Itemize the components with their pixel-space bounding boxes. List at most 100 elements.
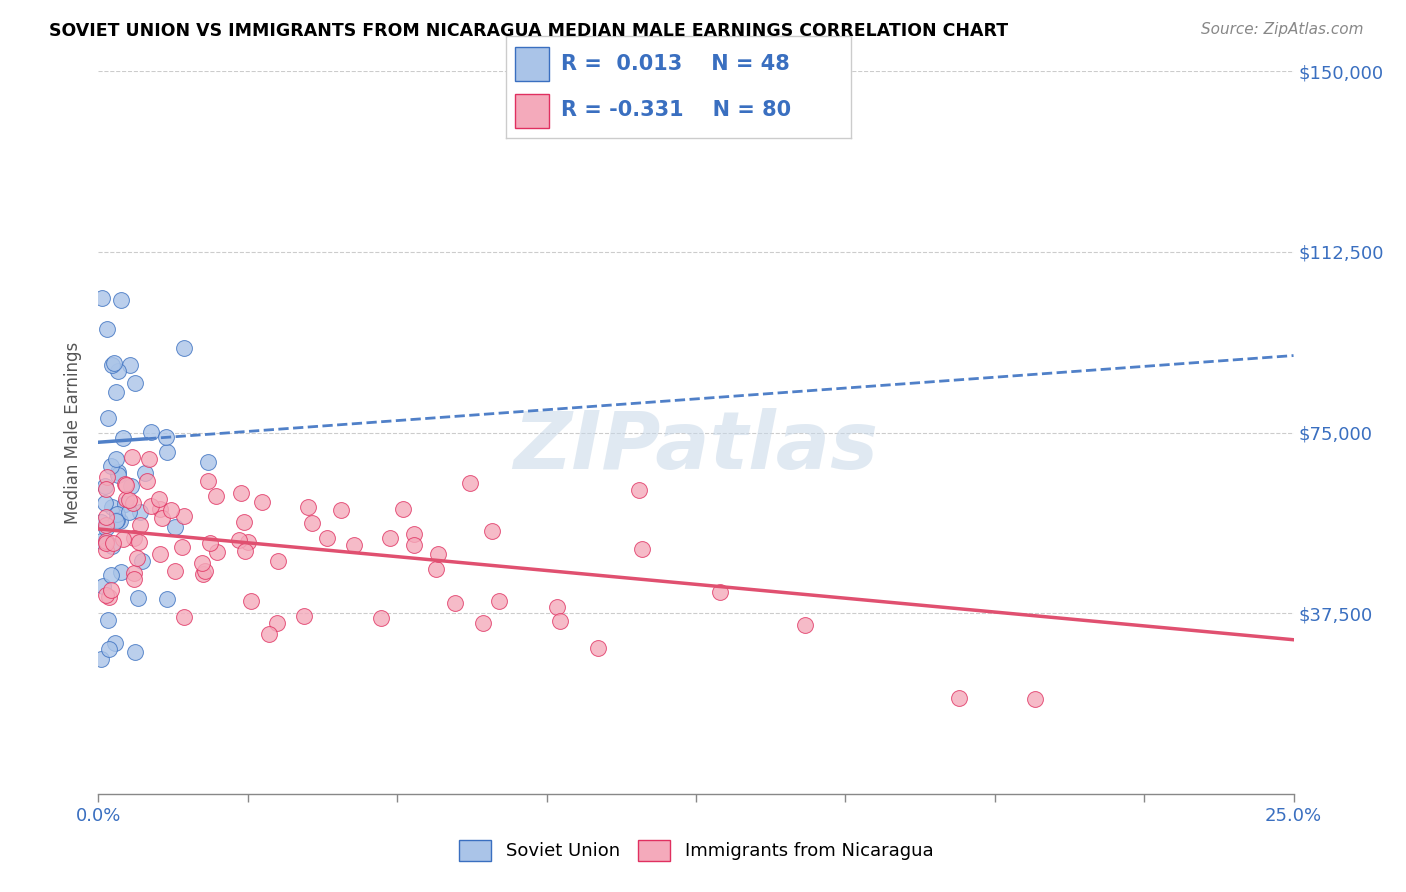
Immigrants from Nicaragua	[191, 567, 214, 582]
Soviet Union	[100, 540, 122, 554]
Soviet Union	[96, 322, 118, 336]
Soviet Union	[100, 568, 122, 582]
Soviet Union	[129, 505, 152, 519]
Soviet Union	[90, 533, 112, 548]
Immigrants from Nicaragua	[172, 540, 194, 554]
Soviet Union	[108, 514, 131, 528]
Immigrants from Nicaragua	[709, 584, 731, 599]
Soviet Union	[120, 479, 142, 493]
Immigrants from Nicaragua	[266, 616, 288, 631]
Soviet Union	[165, 520, 187, 534]
Soviet Union	[124, 644, 146, 658]
Soviet Union	[105, 514, 128, 528]
Immigrants from Nicaragua	[129, 517, 152, 532]
Immigrants from Nicaragua	[100, 582, 122, 597]
Immigrants from Nicaragua	[229, 485, 252, 500]
Immigrants from Nicaragua	[402, 527, 425, 541]
Immigrants from Nicaragua	[228, 533, 250, 548]
Text: R =  0.013    N = 48: R = 0.013 N = 48	[561, 54, 790, 74]
Soviet Union	[90, 652, 112, 666]
Immigrants from Nicaragua	[94, 509, 117, 524]
Soviet Union	[131, 553, 153, 567]
Soviet Union	[101, 358, 124, 372]
Immigrants from Nicaragua	[94, 533, 117, 548]
Immigrants from Nicaragua	[197, 474, 219, 488]
Immigrants from Nicaragua	[173, 610, 195, 624]
Soviet Union	[101, 500, 124, 514]
Soviet Union	[139, 425, 162, 439]
Immigrants from Nicaragua	[122, 572, 145, 586]
Legend: Soviet Union, Immigrants from Nicaragua: Soviet Union, Immigrants from Nicaragua	[451, 832, 941, 868]
Immigrants from Nicaragua	[444, 596, 467, 610]
Soviet Union	[134, 467, 156, 481]
Soviet Union	[107, 465, 129, 479]
Immigrants from Nicaragua	[94, 517, 117, 532]
Immigrants from Nicaragua	[115, 477, 138, 491]
Immigrants from Nicaragua	[370, 610, 392, 624]
Immigrants from Nicaragua	[94, 536, 117, 550]
Immigrants from Nicaragua	[301, 516, 323, 530]
Immigrants from Nicaragua	[122, 566, 145, 580]
Immigrants from Nicaragua	[631, 542, 654, 557]
Soviet Union	[105, 507, 128, 521]
Immigrants from Nicaragua	[150, 511, 173, 525]
Immigrants from Nicaragua	[165, 564, 187, 578]
Soviet Union	[120, 359, 142, 373]
Immigrants from Nicaragua	[149, 547, 172, 561]
Soviet Union	[91, 291, 114, 305]
Immigrants from Nicaragua	[267, 554, 290, 568]
Immigrants from Nicaragua	[94, 543, 117, 558]
Soviet Union	[110, 566, 132, 580]
Immigrants from Nicaragua	[121, 496, 143, 510]
Soviet Union	[94, 521, 117, 535]
Immigrants from Nicaragua	[392, 502, 415, 516]
Soviet Union	[197, 455, 219, 469]
FancyBboxPatch shape	[515, 47, 550, 81]
Immigrants from Nicaragua	[586, 641, 609, 656]
Immigrants from Nicaragua	[458, 475, 481, 490]
Immigrants from Nicaragua	[315, 531, 337, 545]
Text: ZIPatlas: ZIPatlas	[513, 408, 879, 486]
Soviet Union	[114, 497, 136, 511]
Immigrants from Nicaragua	[111, 532, 134, 546]
Immigrants from Nicaragua	[118, 493, 141, 508]
Immigrants from Nicaragua	[194, 564, 217, 578]
Soviet Union	[107, 363, 129, 377]
Immigrants from Nicaragua	[125, 551, 148, 566]
Immigrants from Nicaragua	[136, 474, 159, 488]
Soviet Union	[98, 642, 121, 657]
Immigrants from Nicaragua	[425, 561, 447, 575]
Immigrants from Nicaragua	[330, 503, 353, 517]
Soviet Union	[107, 467, 129, 482]
Soviet Union	[90, 515, 112, 529]
Soviet Union	[155, 430, 177, 444]
Soviet Union	[156, 444, 179, 458]
Soviet Union	[97, 613, 120, 627]
Soviet Union	[94, 496, 117, 510]
Immigrants from Nicaragua	[250, 494, 273, 508]
Soviet Union	[97, 410, 120, 425]
Immigrants from Nicaragua	[96, 470, 118, 484]
Immigrants from Nicaragua	[173, 509, 195, 524]
Immigrants from Nicaragua	[378, 531, 401, 545]
Text: Source: ZipAtlas.com: Source: ZipAtlas.com	[1201, 22, 1364, 37]
Soviet Union	[173, 341, 195, 355]
Soviet Union	[118, 505, 141, 519]
Immigrants from Nicaragua	[94, 482, 117, 496]
Immigrants from Nicaragua	[257, 626, 280, 640]
Immigrants from Nicaragua	[472, 615, 495, 630]
Immigrants from Nicaragua	[160, 503, 183, 517]
Soviet Union	[104, 452, 127, 467]
Immigrants from Nicaragua	[426, 547, 449, 561]
Immigrants from Nicaragua	[1024, 691, 1046, 706]
Immigrants from Nicaragua	[550, 614, 572, 628]
Immigrants from Nicaragua	[793, 617, 815, 632]
Soviet Union	[91, 579, 114, 593]
Soviet Union	[127, 591, 149, 605]
Y-axis label: Median Male Earnings: Median Male Earnings	[65, 342, 83, 524]
Soviet Union	[124, 376, 146, 390]
Immigrants from Nicaragua	[138, 452, 160, 467]
Immigrants from Nicaragua	[94, 588, 117, 602]
Soviet Union	[156, 591, 179, 606]
Immigrants from Nicaragua	[297, 500, 319, 514]
